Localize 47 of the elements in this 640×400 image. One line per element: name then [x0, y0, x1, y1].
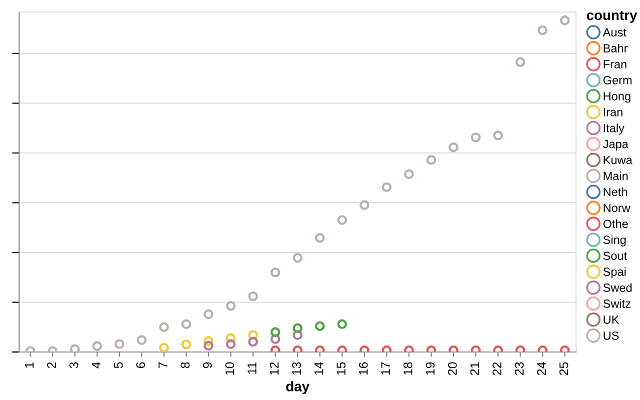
legend-label: Sout	[603, 252, 628, 260]
legend-label: UK	[604, 316, 620, 324]
x-tick-label: 18	[403, 362, 412, 375]
x-tick-label: 25	[559, 362, 568, 375]
legend-label: Switz	[603, 299, 630, 308]
x-axis-title: day	[286, 381, 310, 394]
x-tick-label: 14	[314, 362, 324, 375]
legend-label: Germ	[603, 76, 632, 84]
x-tick-label: 24	[537, 362, 546, 375]
x-tick-label: 10	[225, 362, 234, 375]
legend-label: Norw	[604, 204, 630, 212]
x-tick-label: 6	[136, 362, 146, 368]
x-tick-label: 21	[470, 362, 480, 375]
x-tick-label: 4	[92, 362, 100, 368]
x-tick-label: 19	[426, 362, 435, 375]
legend-title: country	[586, 10, 638, 23]
x-tick-label: 1	[24, 362, 34, 368]
x-tick-label: 9	[203, 362, 212, 368]
x-tick-label: 2	[47, 362, 56, 368]
legend-label: Neth	[604, 187, 627, 196]
legend-label: Iran	[604, 108, 622, 116]
legend-label: Kuwa	[604, 156, 632, 164]
legend-label: Japa	[603, 140, 628, 151]
legend-label: Main	[604, 172, 628, 180]
x-tick-label: 22	[492, 362, 502, 375]
x-tick-label: 23	[514, 362, 524, 375]
legend-label: Swed	[603, 283, 632, 292]
x-tick-label: 5	[114, 362, 123, 368]
x-tick-label: 15	[336, 362, 346, 375]
x-tick-label: 11	[248, 362, 256, 374]
x-tick-label: 12	[270, 362, 279, 375]
x-tick-label: 20	[448, 362, 457, 375]
x-tick-label: 13	[292, 362, 301, 375]
legend-label: Sing	[603, 235, 626, 246]
legend-label: Bahr	[604, 44, 628, 52]
legend-label: Fran	[604, 60, 626, 68]
x-tick-label: 16	[358, 362, 368, 375]
legend-label: Aust	[602, 28, 626, 36]
x-tick-label: 8	[180, 362, 190, 368]
x-tick-label: 3	[69, 362, 78, 368]
x-tick-label: 17	[381, 362, 390, 375]
legend-label: US	[604, 331, 619, 340]
legend-label: Othe	[603, 219, 628, 228]
legend-label: Italy	[604, 124, 624, 135]
legend-label: Hong	[604, 92, 630, 103]
legend-label: Spai	[603, 267, 626, 278]
x-tick-label: 7	[158, 362, 168, 368]
